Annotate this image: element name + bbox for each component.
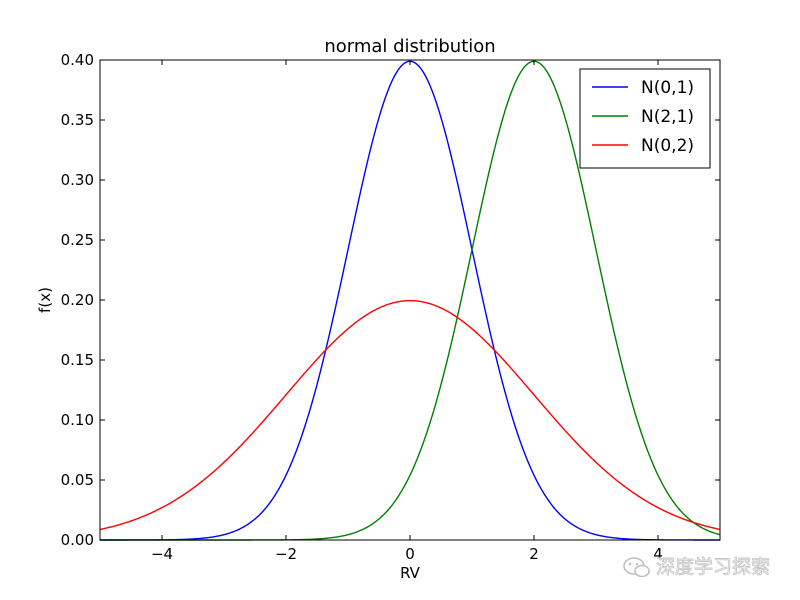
x-tick-label: 2	[529, 545, 539, 563]
watermark: 深度学习探索	[623, 556, 770, 578]
y-tick-label: 0.10	[61, 411, 94, 429]
legend-label: N(0,1)	[641, 78, 694, 98]
series-line-3	[99, 299, 721, 531]
legend-label: N(0,2)	[641, 136, 694, 156]
legend-label: N(2,1)	[641, 107, 694, 127]
y-tick-label: 0.20	[61, 291, 94, 309]
y-tick-label: 0.15	[61, 351, 94, 369]
legend-box	[579, 68, 711, 169]
y-tick-label: 0.35	[61, 111, 94, 129]
y-tick-label: 0.40	[61, 51, 94, 69]
y-tick-label: 0.05	[61, 471, 94, 489]
x-tick-label: −4	[151, 545, 173, 563]
y-tick-label: 0.00	[61, 531, 94, 549]
y-tick-label: 0.25	[61, 231, 94, 249]
x-tick-label: −2	[275, 545, 297, 563]
chart-title: normal distribution	[324, 36, 495, 57]
legend: N(0,1) N(2,1) N(0,2)	[579, 68, 711, 169]
wechat-icon	[623, 557, 650, 578]
ticks: −4 −2 0 2 4 0.00 0.05 0.10 0.15 0.20 0.25 0.30 0.35 0…	[61, 51, 720, 563]
y-tick-label: 0.30	[61, 171, 94, 189]
x-tick-label: 4	[653, 545, 663, 563]
x-tick-label: 0	[405, 545, 415, 563]
watermark-text: 深度学习探索	[656, 556, 770, 578]
y-axis-label: f(x)	[36, 287, 54, 313]
x-axis-label: RV	[400, 564, 421, 582]
